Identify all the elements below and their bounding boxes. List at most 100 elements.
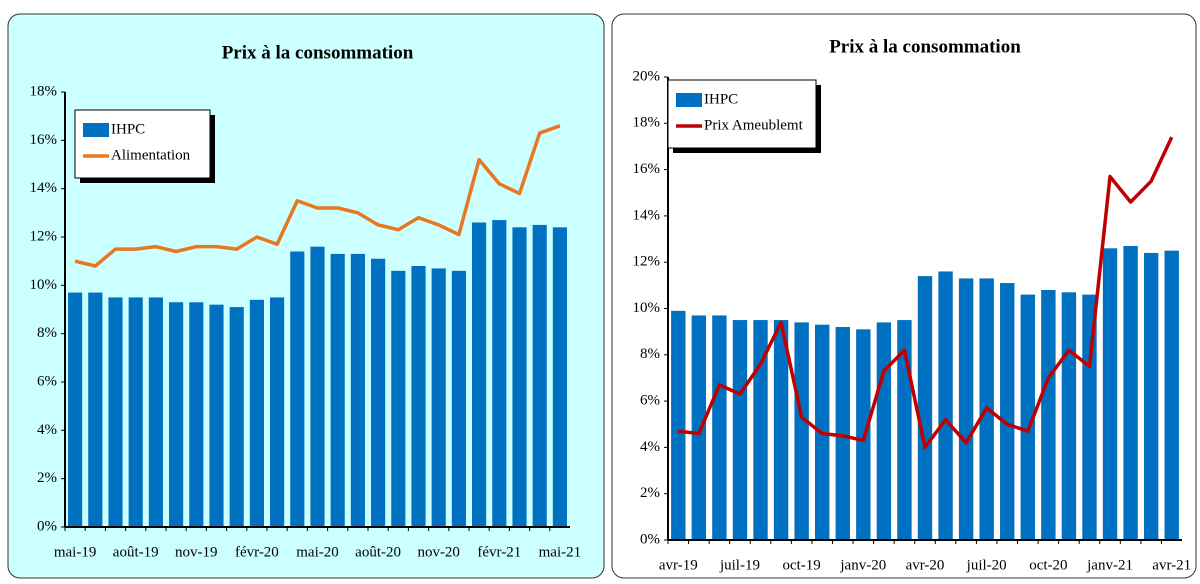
y-tick-label: 8%	[37, 325, 57, 341]
chart: Prix à la consommation 0% 2% 4% 6% 8% 10% 12% 14…	[7, 13, 605, 579]
y-tick-label: 10%	[30, 277, 58, 293]
x-tick-label: nov-19	[175, 544, 218, 560]
x-tick-label: oct-20	[1029, 557, 1067, 573]
bar	[1143, 252, 1159, 540]
bar	[732, 320, 748, 540]
y-tick-label: 12%	[633, 254, 661, 270]
bar	[148, 297, 163, 527]
bar	[1041, 289, 1056, 540]
bar	[391, 270, 406, 527]
bar	[169, 302, 184, 527]
x-tick-label: avr-21	[1152, 557, 1191, 573]
bar	[1061, 292, 1077, 540]
bar	[270, 297, 285, 527]
x-tick-label: nov-20	[417, 544, 460, 560]
y-tick-label: 6%	[37, 373, 57, 389]
x-tick-label: avr-20	[906, 557, 945, 573]
x-tick-label: août-20	[355, 544, 401, 560]
bar	[876, 322, 892, 540]
chart-title: Prix à la consommation	[222, 42, 414, 63]
legend	[667, 79, 817, 149]
bar	[835, 327, 850, 540]
bar	[209, 304, 224, 527]
legend-label: Alimentation	[111, 147, 191, 163]
legend-swatch	[83, 123, 109, 137]
bar	[1020, 294, 1035, 540]
bar	[411, 266, 426, 527]
y-tick-label: 0%	[640, 531, 660, 547]
legend	[74, 109, 211, 179]
y-tick-label: 16%	[30, 132, 58, 148]
bar	[1082, 294, 1097, 540]
bar	[512, 227, 527, 528]
x-tick-label: mai-21	[539, 544, 582, 560]
bar	[68, 292, 83, 527]
x-tick-label: août-19	[113, 544, 159, 560]
legend-label: IHPC	[111, 121, 145, 137]
y-tick-label: 2%	[640, 485, 660, 501]
bar	[552, 227, 567, 528]
y-tick-label: 0%	[37, 518, 57, 534]
bar	[88, 292, 103, 527]
bar	[310, 246, 325, 527]
bar	[712, 315, 727, 540]
y-tick-label: 16%	[633, 161, 661, 177]
bar	[1123, 245, 1138, 540]
bar	[691, 315, 707, 540]
legend-label: IHPC	[704, 91, 738, 107]
bar	[532, 224, 547, 527]
x-tick-label: mai-19	[54, 544, 97, 560]
bar	[189, 302, 204, 527]
y-tick-label: 14%	[30, 180, 58, 196]
bar	[431, 268, 446, 527]
y-tick-label: 2%	[37, 470, 57, 486]
bar	[249, 299, 264, 527]
bar	[958, 278, 974, 540]
line	[74, 124, 561, 268]
x-tick-label: févr-20	[235, 544, 279, 560]
y-tick-label: 18%	[30, 83, 58, 99]
bar	[1000, 283, 1015, 540]
y-tick-label: 14%	[633, 207, 661, 223]
y-tick-label: 10%	[633, 300, 661, 316]
bar	[350, 253, 365, 527]
x-tick-label: févr-21	[477, 544, 521, 560]
x-tick-label: janv-20	[839, 557, 886, 573]
bar	[330, 253, 345, 527]
bar	[290, 251, 305, 527]
y-tick-label: 8%	[640, 346, 660, 362]
y-tick-label: 12%	[30, 228, 58, 244]
x-tick-label: mai-20	[296, 544, 339, 560]
bar	[472, 222, 487, 527]
y-tick-label: 4%	[640, 439, 660, 455]
y-tick-label: 20%	[633, 68, 661, 84]
bar	[451, 270, 466, 527]
chart: Prix à la consommation 0% 2% 4% 6% 8% 10% 12% 14…	[611, 13, 1197, 579]
bar	[108, 297, 123, 527]
x-tick-label: juil-20	[966, 557, 1007, 573]
bar	[794, 322, 809, 540]
legend-label: Prix Ameublemt	[704, 117, 804, 133]
bar	[128, 297, 143, 527]
y-tick-label: 4%	[37, 422, 57, 438]
bar	[371, 258, 386, 527]
x-tick-label: juil-19	[719, 557, 760, 573]
bar	[671, 310, 686, 540]
y-tick-label: 6%	[640, 393, 660, 409]
bar	[753, 320, 768, 540]
x-tick-label: janv-21	[1086, 557, 1133, 573]
bar	[492, 220, 507, 528]
x-tick-label: avr-19	[659, 557, 698, 573]
bar	[773, 320, 789, 540]
chart-title: Prix à la consommation	[829, 36, 1021, 57]
y-tick-label: 18%	[633, 115, 661, 131]
bar	[917, 276, 933, 540]
line	[678, 136, 1174, 450]
x-tick-label: oct-19	[782, 557, 820, 573]
bar	[229, 307, 244, 527]
bar	[938, 271, 953, 540]
bar	[1164, 250, 1179, 540]
bar	[1102, 248, 1118, 540]
legend-swatch	[676, 93, 702, 107]
